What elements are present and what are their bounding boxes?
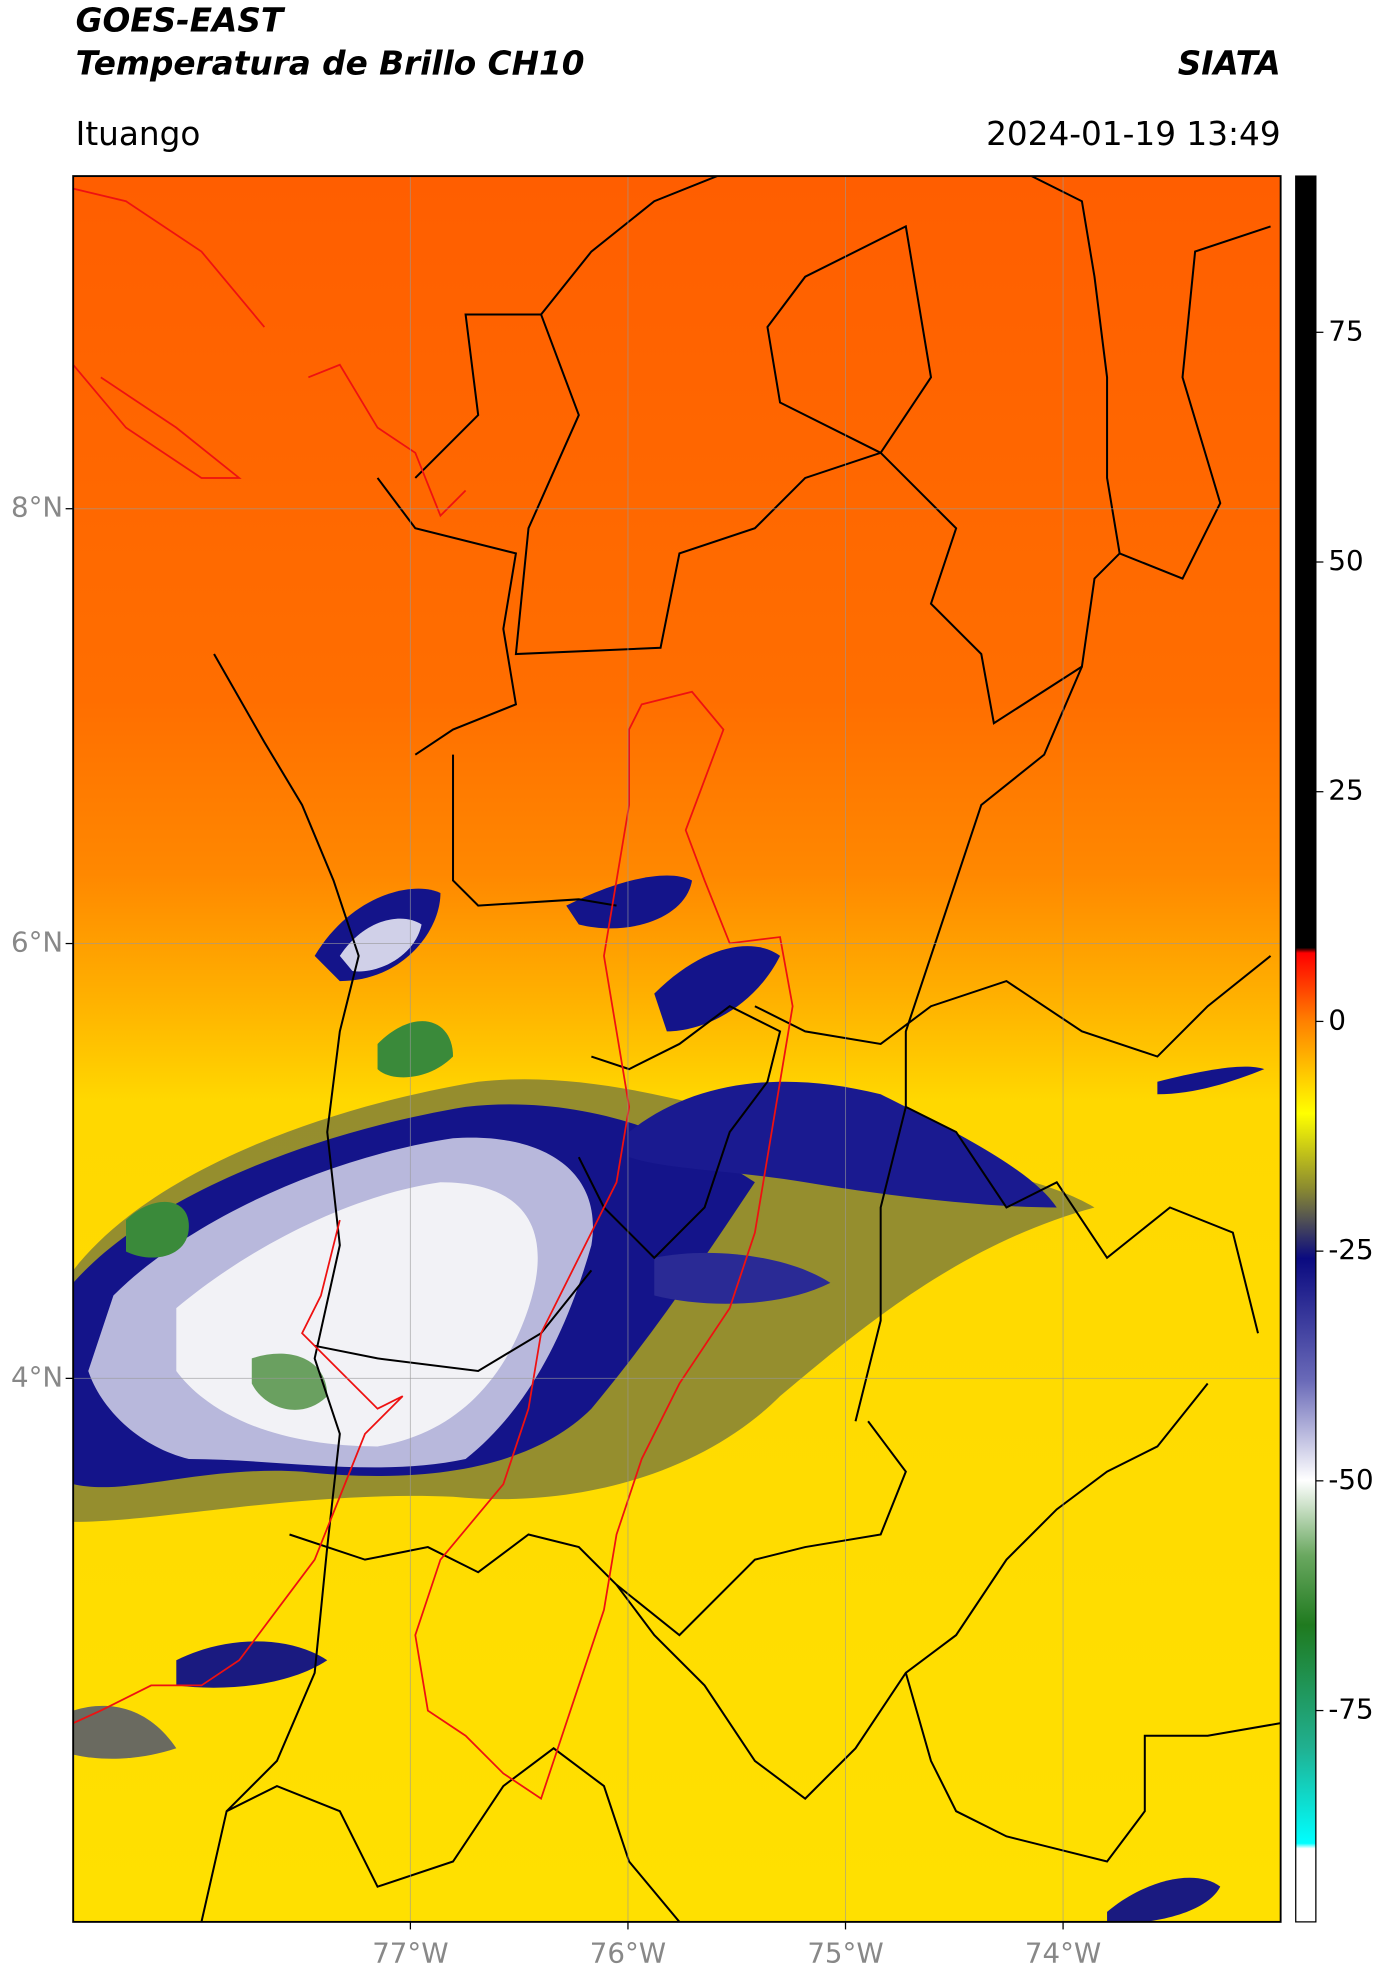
location: Ituango <box>76 115 201 153</box>
x-tick-label: 75°W <box>807 1937 883 1970</box>
title: GOES-EAST <box>76 2 286 40</box>
y-tick-label: 8°N <box>11 491 63 524</box>
colorbar-tick-label: 25 <box>1328 774 1363 807</box>
map <box>73 176 1281 1922</box>
ticks: 77°W 76°W 75°W 74°W 8°N 6°N 4°N 75 50 25 0 -25 -50 -7… <box>11 314 1374 1969</box>
map-frame <box>72 175 1282 1923</box>
colorbar <box>1295 175 1317 1923</box>
colorbar-tick-label: 0 <box>1328 1003 1346 1036</box>
timestamp: 2024-01-19 13:49 <box>986 115 1281 153</box>
colorbar-tick-label: -25 <box>1328 1233 1373 1266</box>
boundaries <box>200 176 1281 1922</box>
y-tick-label: 6°N <box>11 926 63 959</box>
source: SIATA <box>1178 44 1281 82</box>
cloud-field <box>73 875 1265 1922</box>
x-tick-label: 77°W <box>372 1937 448 1970</box>
colorbar-tick-label: -50 <box>1328 1463 1373 1496</box>
colorbar-tick-label: -75 <box>1328 1693 1373 1726</box>
colorbar-tick-label: 50 <box>1328 544 1363 577</box>
x-tick-label: 74°W <box>1025 1937 1101 1970</box>
x-tick-label: 76°W <box>590 1937 666 1970</box>
map-background <box>73 176 1281 1922</box>
subtitle: Temperatura de Brillo CH10 <box>76 44 585 82</box>
graticule <box>73 176 1281 1922</box>
y-tick-label: 4°N <box>11 1360 63 1393</box>
colorbar-tick-label: 75 <box>1328 314 1363 347</box>
